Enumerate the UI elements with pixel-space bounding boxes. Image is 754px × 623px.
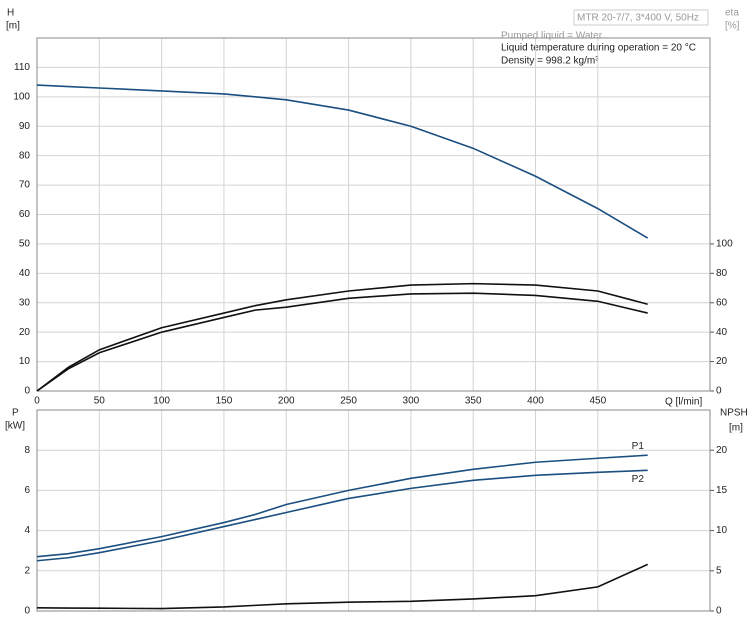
y-unit: [kW] (5, 421, 25, 432)
curve (36, 563, 649, 610)
plot-frame (36, 37, 711, 392)
y2-label: NPSH (720, 408, 748, 419)
y2-tick-label: 80 (716, 268, 728, 279)
annotation: Pumped liquid = Water (501, 31, 603, 42)
y-tick-label: 0 (24, 386, 30, 397)
curve (36, 84, 649, 239)
y-label: H (7, 8, 14, 19)
x-tick-label: 250 (340, 396, 357, 407)
x-tick-label: 350 (465, 396, 482, 407)
y-tick-label: 4 (24, 525, 30, 536)
y-tick-label: 10 (19, 356, 31, 367)
y2-unit: [m] (729, 423, 743, 434)
x-tick-label: 300 (403, 396, 420, 407)
annotation: Density = 998.2 kg/m³ (501, 56, 599, 67)
x-tick-label: 50 (94, 396, 106, 407)
x-tick-label: 0 (34, 396, 40, 407)
x-tick-label: 450 (589, 396, 606, 407)
annotation: Liquid temperature during operation = 20… (501, 43, 696, 54)
y2-tick-label: 0 (716, 386, 722, 397)
y2-tick-label: 5 (716, 565, 722, 576)
y-tick-label: 110 (14, 62, 30, 73)
y-tick-label: 70 (19, 180, 31, 191)
x-label: Q [l/min] (665, 397, 702, 408)
curve (36, 454, 648, 558)
y-tick-label: 50 (19, 239, 31, 250)
y2-tick-label: 40 (716, 327, 728, 338)
y2-tick-label: 0 (716, 606, 722, 617)
y-tick-label: 6 (24, 485, 30, 496)
y-unit: [m] (6, 21, 20, 32)
legend-label: P2 (632, 474, 645, 485)
title-box (573, 9, 709, 26)
x-tick-label: 200 (278, 396, 295, 407)
y-tick-label: 90 (19, 121, 31, 132)
y2-unit: [%] (725, 21, 740, 32)
y-tick-label: 8 (24, 445, 30, 456)
y-label: P (12, 408, 19, 419)
y2-tick-label: 100 (716, 239, 733, 250)
curve (36, 282, 648, 392)
y2-tick-label: 20 (716, 445, 728, 456)
curve (36, 292, 648, 392)
x-tick-label: 400 (527, 396, 544, 407)
plot-frame (36, 409, 711, 612)
y2-label: eta (725, 8, 739, 19)
y2-tick-label: 10 (716, 525, 728, 536)
x-tick-label: 100 (153, 396, 170, 407)
chart-title: MTR 20-7/7, 3*400 V, 50Hz (577, 13, 699, 24)
y-tick-label: 30 (19, 297, 31, 308)
y-tick-label: 2 (24, 565, 30, 576)
y2-tick-label: 60 (716, 297, 728, 308)
y-tick-label: 40 (19, 268, 31, 279)
curve (36, 469, 648, 562)
y-tick-label: 60 (19, 209, 31, 220)
y-tick-label: 80 (19, 150, 31, 161)
y2-tick-label: 20 (716, 356, 728, 367)
legend-label: P1 (632, 441, 645, 452)
y2-tick-label: 15 (716, 485, 728, 496)
y-tick-label: 20 (19, 327, 31, 338)
x-tick-label: 150 (216, 396, 233, 407)
y-tick-label: 0 (24, 606, 30, 617)
y-tick-label: 100 (13, 91, 30, 102)
